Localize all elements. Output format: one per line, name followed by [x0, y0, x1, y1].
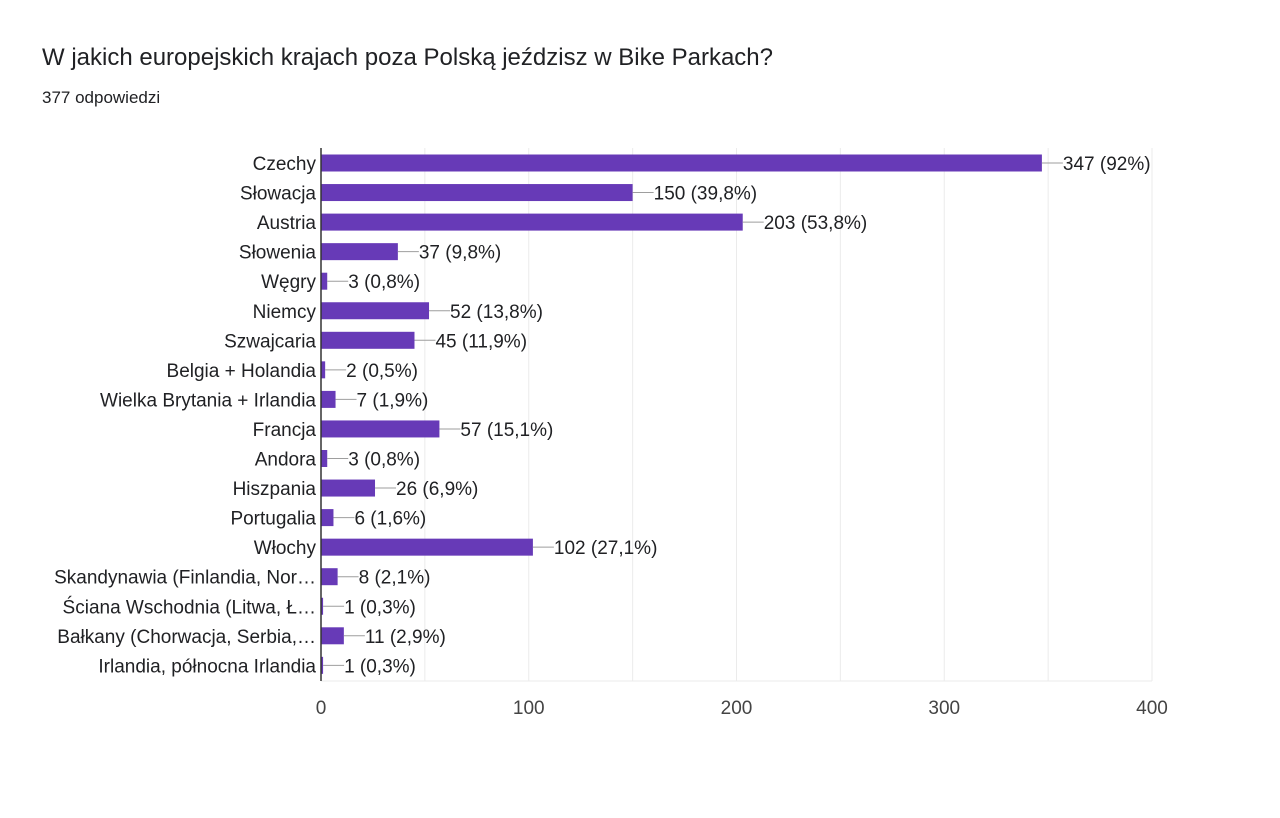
bar [321, 243, 398, 261]
chart-title: W jakich europejskich krajach poza Polsk… [42, 44, 773, 71]
category-label: Szwajcaria [224, 331, 316, 352]
value-label: 7 (1,9%) [357, 390, 429, 411]
category-label: Włochy [254, 538, 317, 559]
bar [321, 479, 376, 497]
x-tick-label: 100 [513, 698, 545, 719]
category-label: Belgia + Holandia [167, 361, 317, 382]
category-label: Skandynawia (Finlandia, Nor… [54, 568, 316, 589]
x-tick-label: 0 [316, 698, 327, 719]
response-count: 377 odpowiedzi [42, 88, 161, 107]
bar [321, 331, 415, 349]
value-label: 1 (0,3%) [344, 656, 416, 677]
category-label: Francja [253, 420, 317, 441]
category-label: Bałkany (Chorwacja, Serbia,… [57, 627, 316, 648]
bars [320, 148, 1063, 681]
value-label: 102 (27,1%) [554, 538, 658, 559]
bar [321, 302, 430, 320]
grid-lines [321, 148, 1153, 682]
category-label: Węgry [261, 272, 316, 293]
bar [321, 154, 1042, 172]
category-label: Niemcy [253, 302, 317, 323]
category-label: Słowenia [239, 243, 317, 264]
bar [321, 272, 328, 290]
bar [321, 509, 334, 527]
category-label: Ściana Wschodnia (Litwa, Ł… [63, 596, 316, 618]
bar [321, 568, 338, 586]
category-label: Portugalia [230, 509, 316, 530]
category-label: Wielka Brytania + Irlandia [100, 390, 316, 411]
bar [321, 213, 743, 231]
value-label: 3 (0,8%) [348, 272, 420, 293]
bar [321, 538, 533, 556]
x-tick-label: 300 [928, 698, 960, 719]
value-label: 45 (11,9%) [435, 331, 527, 352]
value-label: 3 (0,8%) [348, 450, 420, 471]
category-label: Austria [257, 213, 317, 234]
value-label: 57 (15,1%) [460, 420, 553, 441]
x-tick-label: 200 [721, 698, 753, 719]
category-label: Słowacja [240, 184, 316, 205]
category-label: Hiszpania [233, 479, 317, 500]
value-label: 26 (6,9%) [396, 479, 478, 500]
value-label: 150 (39,8%) [654, 184, 758, 205]
bar [321, 450, 328, 467]
value-label: 11 (2,9%) [365, 627, 446, 648]
bar [321, 656, 324, 674]
value-label: 6 (1,6%) [354, 509, 426, 530]
value-label: 2 (0,5%) [346, 361, 418, 382]
bar [321, 627, 344, 645]
x-tick-label: 400 [1136, 698, 1168, 719]
value-label: 37 (9,8%) [419, 243, 501, 264]
category-label: Czechy [253, 154, 317, 175]
bar [321, 420, 440, 438]
bar [321, 361, 326, 379]
value-label: 1 (0,3%) [344, 597, 416, 618]
value-label: 8 (2,1%) [359, 568, 431, 589]
value-label: 52 (13,8%) [450, 302, 543, 323]
category-label: Irlandia, północna Irlandia [98, 656, 316, 677]
bar [321, 390, 336, 408]
value-label: 203 (53,8%) [764, 213, 868, 234]
bar [321, 597, 324, 615]
bar [321, 184, 633, 202]
labels: 0 100 200 300 400 347 (92%) Czechy 150 (39,8%) S… [54, 154, 1168, 719]
category-label: Andora [255, 450, 317, 471]
value-label: 347 (92%) [1063, 154, 1151, 175]
